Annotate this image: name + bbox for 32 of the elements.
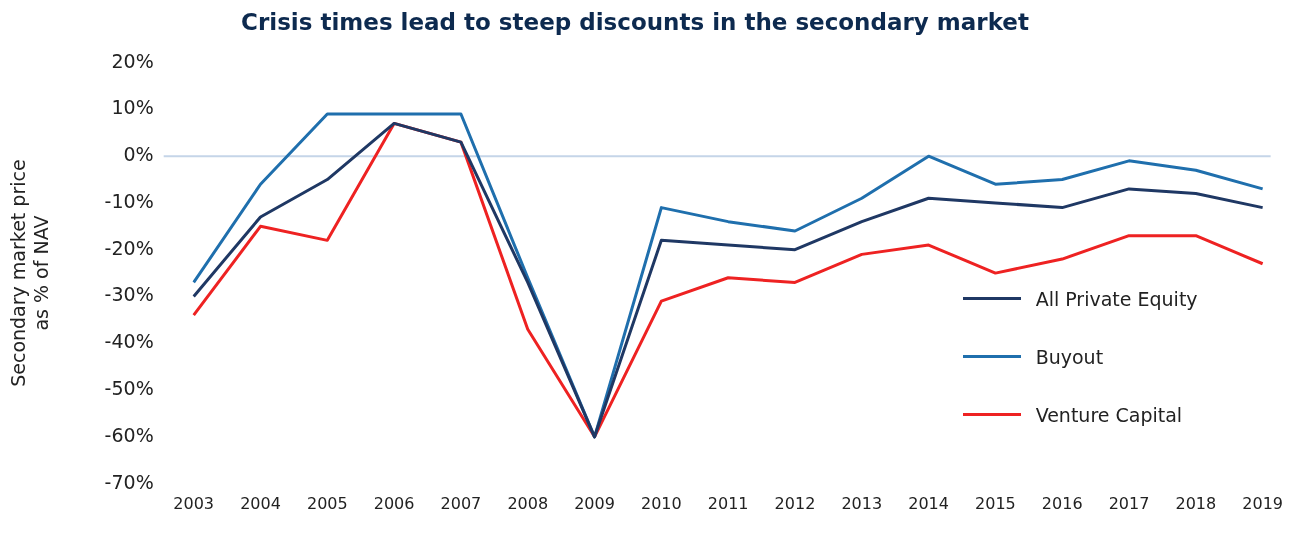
x-tick-label: 2008 xyxy=(507,494,549,514)
y-tick-label: -50% xyxy=(104,376,154,399)
legend-label: Buyout xyxy=(1035,345,1104,368)
y-tick-label: 10% xyxy=(111,96,154,119)
y-tick-label: -20% xyxy=(104,236,154,259)
y-tick-label: -30% xyxy=(104,283,154,306)
legend-label: All Private Equity xyxy=(1035,287,1198,310)
x-tick-label: 2009 xyxy=(574,494,615,514)
x-tick-label: 2014 xyxy=(908,494,949,514)
x-tick-label: 2015 xyxy=(975,494,1016,514)
x-tick-label: 2013 xyxy=(841,494,883,514)
legend-label: Venture Capital xyxy=(1035,403,1183,426)
x-tick-label: 2003 xyxy=(173,494,215,514)
y-tick-label: 20% xyxy=(111,49,154,72)
y-tick-label: -60% xyxy=(104,423,154,446)
y-tick-label: -10% xyxy=(104,189,154,212)
y-axis-title: Secondary market price as % of NAV xyxy=(7,159,53,387)
x-tick-label: 2012 xyxy=(774,494,816,514)
x-tick-label: 2011 xyxy=(707,494,749,514)
y-tick-label: -70% xyxy=(104,470,154,493)
x-tick-label: 2017 xyxy=(1108,494,1150,514)
y-tick-label: 0% xyxy=(123,143,154,166)
y-tick-label: -40% xyxy=(104,330,154,353)
x-tick-label: 2019 xyxy=(1242,494,1283,514)
x-tick-label: 2018 xyxy=(1175,494,1217,514)
x-tick-label: 2004 xyxy=(240,494,281,514)
x-tick-label: 2006 xyxy=(373,494,415,514)
x-tick-label: 2010 xyxy=(640,494,682,514)
x-tick-label: 2016 xyxy=(1041,494,1083,514)
chart-title: Crisis times lead to steep discounts in the secondary market xyxy=(241,8,1029,35)
x-tick-label: 2007 xyxy=(440,494,482,514)
x-tick-label: 2005 xyxy=(306,494,348,514)
